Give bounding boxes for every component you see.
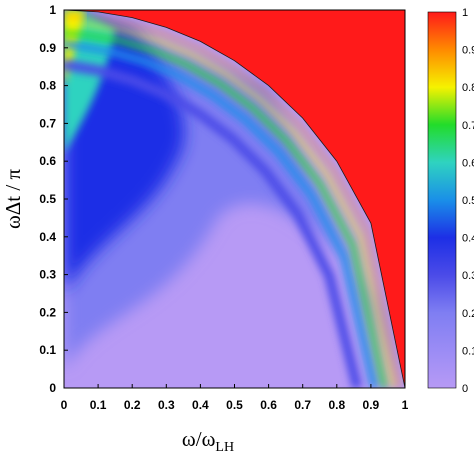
colorbar-tick-label: 0.2 <box>462 308 474 320</box>
x-tick-label: 0.7 <box>294 398 311 412</box>
colorbar-tick-label: 0.7 <box>462 120 474 132</box>
y-tick-label: 0.3 <box>39 268 56 282</box>
y-axis-label: ωΔt / π <box>1 169 25 229</box>
saturated-region <box>64 10 405 388</box>
x-tick-label: 0.8 <box>328 398 345 412</box>
y-tick-label: 0.4 <box>39 230 56 244</box>
x-axis-ticks: 0 0.1 0.2 0.3 0.4 0.5 0.6 0.7 0.8 0.9 1 <box>61 384 409 412</box>
boundary-curve <box>64 10 405 388</box>
x-axis-label: ω/ωLH <box>182 427 234 453</box>
x-tick-label: 0.6 <box>260 398 277 412</box>
colorbar-tick-label: 0.8 <box>462 82 474 94</box>
plot-area <box>64 10 405 388</box>
colorbar-ticks: 0 0.1 0.2 0.3 0.4 0.5 0.6 0.7 0.8 0.9 1 <box>462 7 474 395</box>
y-tick-label: 0.5 <box>39 192 56 206</box>
contour-band <box>64 21 395 388</box>
x-tick-label: 0.1 <box>90 398 107 412</box>
y-tick-label: 0.2 <box>39 305 56 319</box>
contour-band <box>64 59 363 388</box>
x-tick-label: 1 <box>402 398 409 412</box>
y-tick-label: 0.8 <box>39 79 56 93</box>
colorbar-tick-label: 0.6 <box>462 157 474 169</box>
y-tick-label: 0.6 <box>39 154 56 168</box>
y-tick-label: 1 <box>49 3 56 17</box>
colorbar-tick-label: 1 <box>462 7 468 19</box>
x-axis-label-main: ω/ω <box>182 427 215 451</box>
x-tick-label: 0.4 <box>192 398 209 412</box>
colorbar-tick-label: 0.5 <box>462 195 474 207</box>
y-tick-label: 0.1 <box>39 343 56 357</box>
colorbar-tick-label: 0.4 <box>462 233 474 245</box>
y-axis-ticks: 0 0.1 0.2 0.3 0.4 0.5 0.6 0.7 0.8 0.9 1 <box>39 3 68 395</box>
contour-band <box>64 40 378 388</box>
y-tick-label: 0.7 <box>39 116 56 130</box>
contour-band <box>64 30 387 388</box>
y-tick-label: 0.9 <box>39 41 56 55</box>
x-tick-label: 0.2 <box>124 398 141 412</box>
colorbar-tick-label: 0.9 <box>462 45 474 57</box>
x-axis-label-subscript: LH <box>215 440 234 453</box>
colorbar <box>427 11 457 389</box>
colorbar-tick-label: 0.3 <box>462 270 474 282</box>
x-tick-label: 0.5 <box>226 398 243 412</box>
y-tick-label: 0 <box>49 381 56 395</box>
colorbar-tick-label: 0 <box>462 383 468 395</box>
colorbar-tick-label: 0.1 <box>462 345 474 357</box>
x-tick-label: 0 <box>61 398 68 412</box>
contour-band <box>64 14 401 388</box>
x-tick-label: 0.9 <box>363 398 380 412</box>
x-tick-label: 0.3 <box>158 398 175 412</box>
